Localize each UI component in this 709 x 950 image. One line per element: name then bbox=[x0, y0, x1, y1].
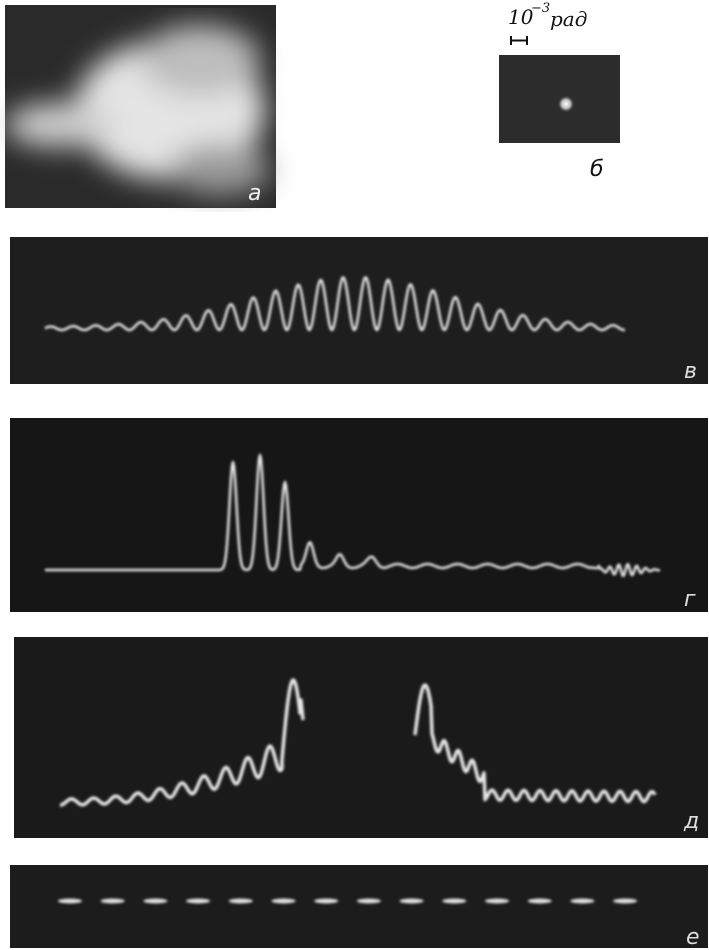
trace-dash bbox=[528, 899, 552, 904]
panel-e: е bbox=[10, 865, 708, 950]
trace-dash bbox=[186, 899, 210, 904]
photo-background bbox=[14, 637, 708, 838]
trace-dash bbox=[570, 899, 594, 904]
panel-label: г bbox=[684, 587, 696, 612]
trace-dash bbox=[272, 899, 296, 904]
panel-g: г bbox=[10, 418, 708, 612]
scale-exponent: −3 bbox=[531, 1, 550, 16]
panel-label: в bbox=[684, 359, 697, 384]
scale-base: 10 bbox=[508, 5, 534, 29]
trace-dash bbox=[314, 899, 338, 904]
panel-v: в bbox=[10, 237, 708, 384]
panel-label: е bbox=[686, 925, 700, 950]
panel-a: а bbox=[5, 5, 276, 208]
panel-label: д bbox=[683, 809, 699, 834]
trace-dash bbox=[485, 899, 509, 904]
trace-dash bbox=[229, 899, 253, 904]
trace-dash bbox=[143, 899, 167, 904]
panel-label: а bbox=[248, 181, 261, 206]
panel-d: д bbox=[14, 637, 708, 838]
trace-dash bbox=[357, 899, 381, 904]
trace-dash bbox=[58, 899, 82, 904]
panel-label: б bbox=[590, 157, 604, 182]
scale-unit: рад bbox=[550, 7, 587, 31]
photo-background bbox=[10, 865, 708, 948]
photo-background bbox=[10, 418, 708, 612]
trace-dash bbox=[442, 899, 466, 904]
trace-dash bbox=[101, 899, 125, 904]
beam-spot bbox=[557, 95, 575, 113]
panel-b: 10 −3 рад б bbox=[499, 1, 620, 182]
trace-dash bbox=[613, 899, 637, 904]
scale-bar bbox=[511, 36, 527, 45]
figure: а 10 −3 рад б в г д е bbox=[0, 0, 709, 950]
trace-dash bbox=[400, 899, 424, 904]
